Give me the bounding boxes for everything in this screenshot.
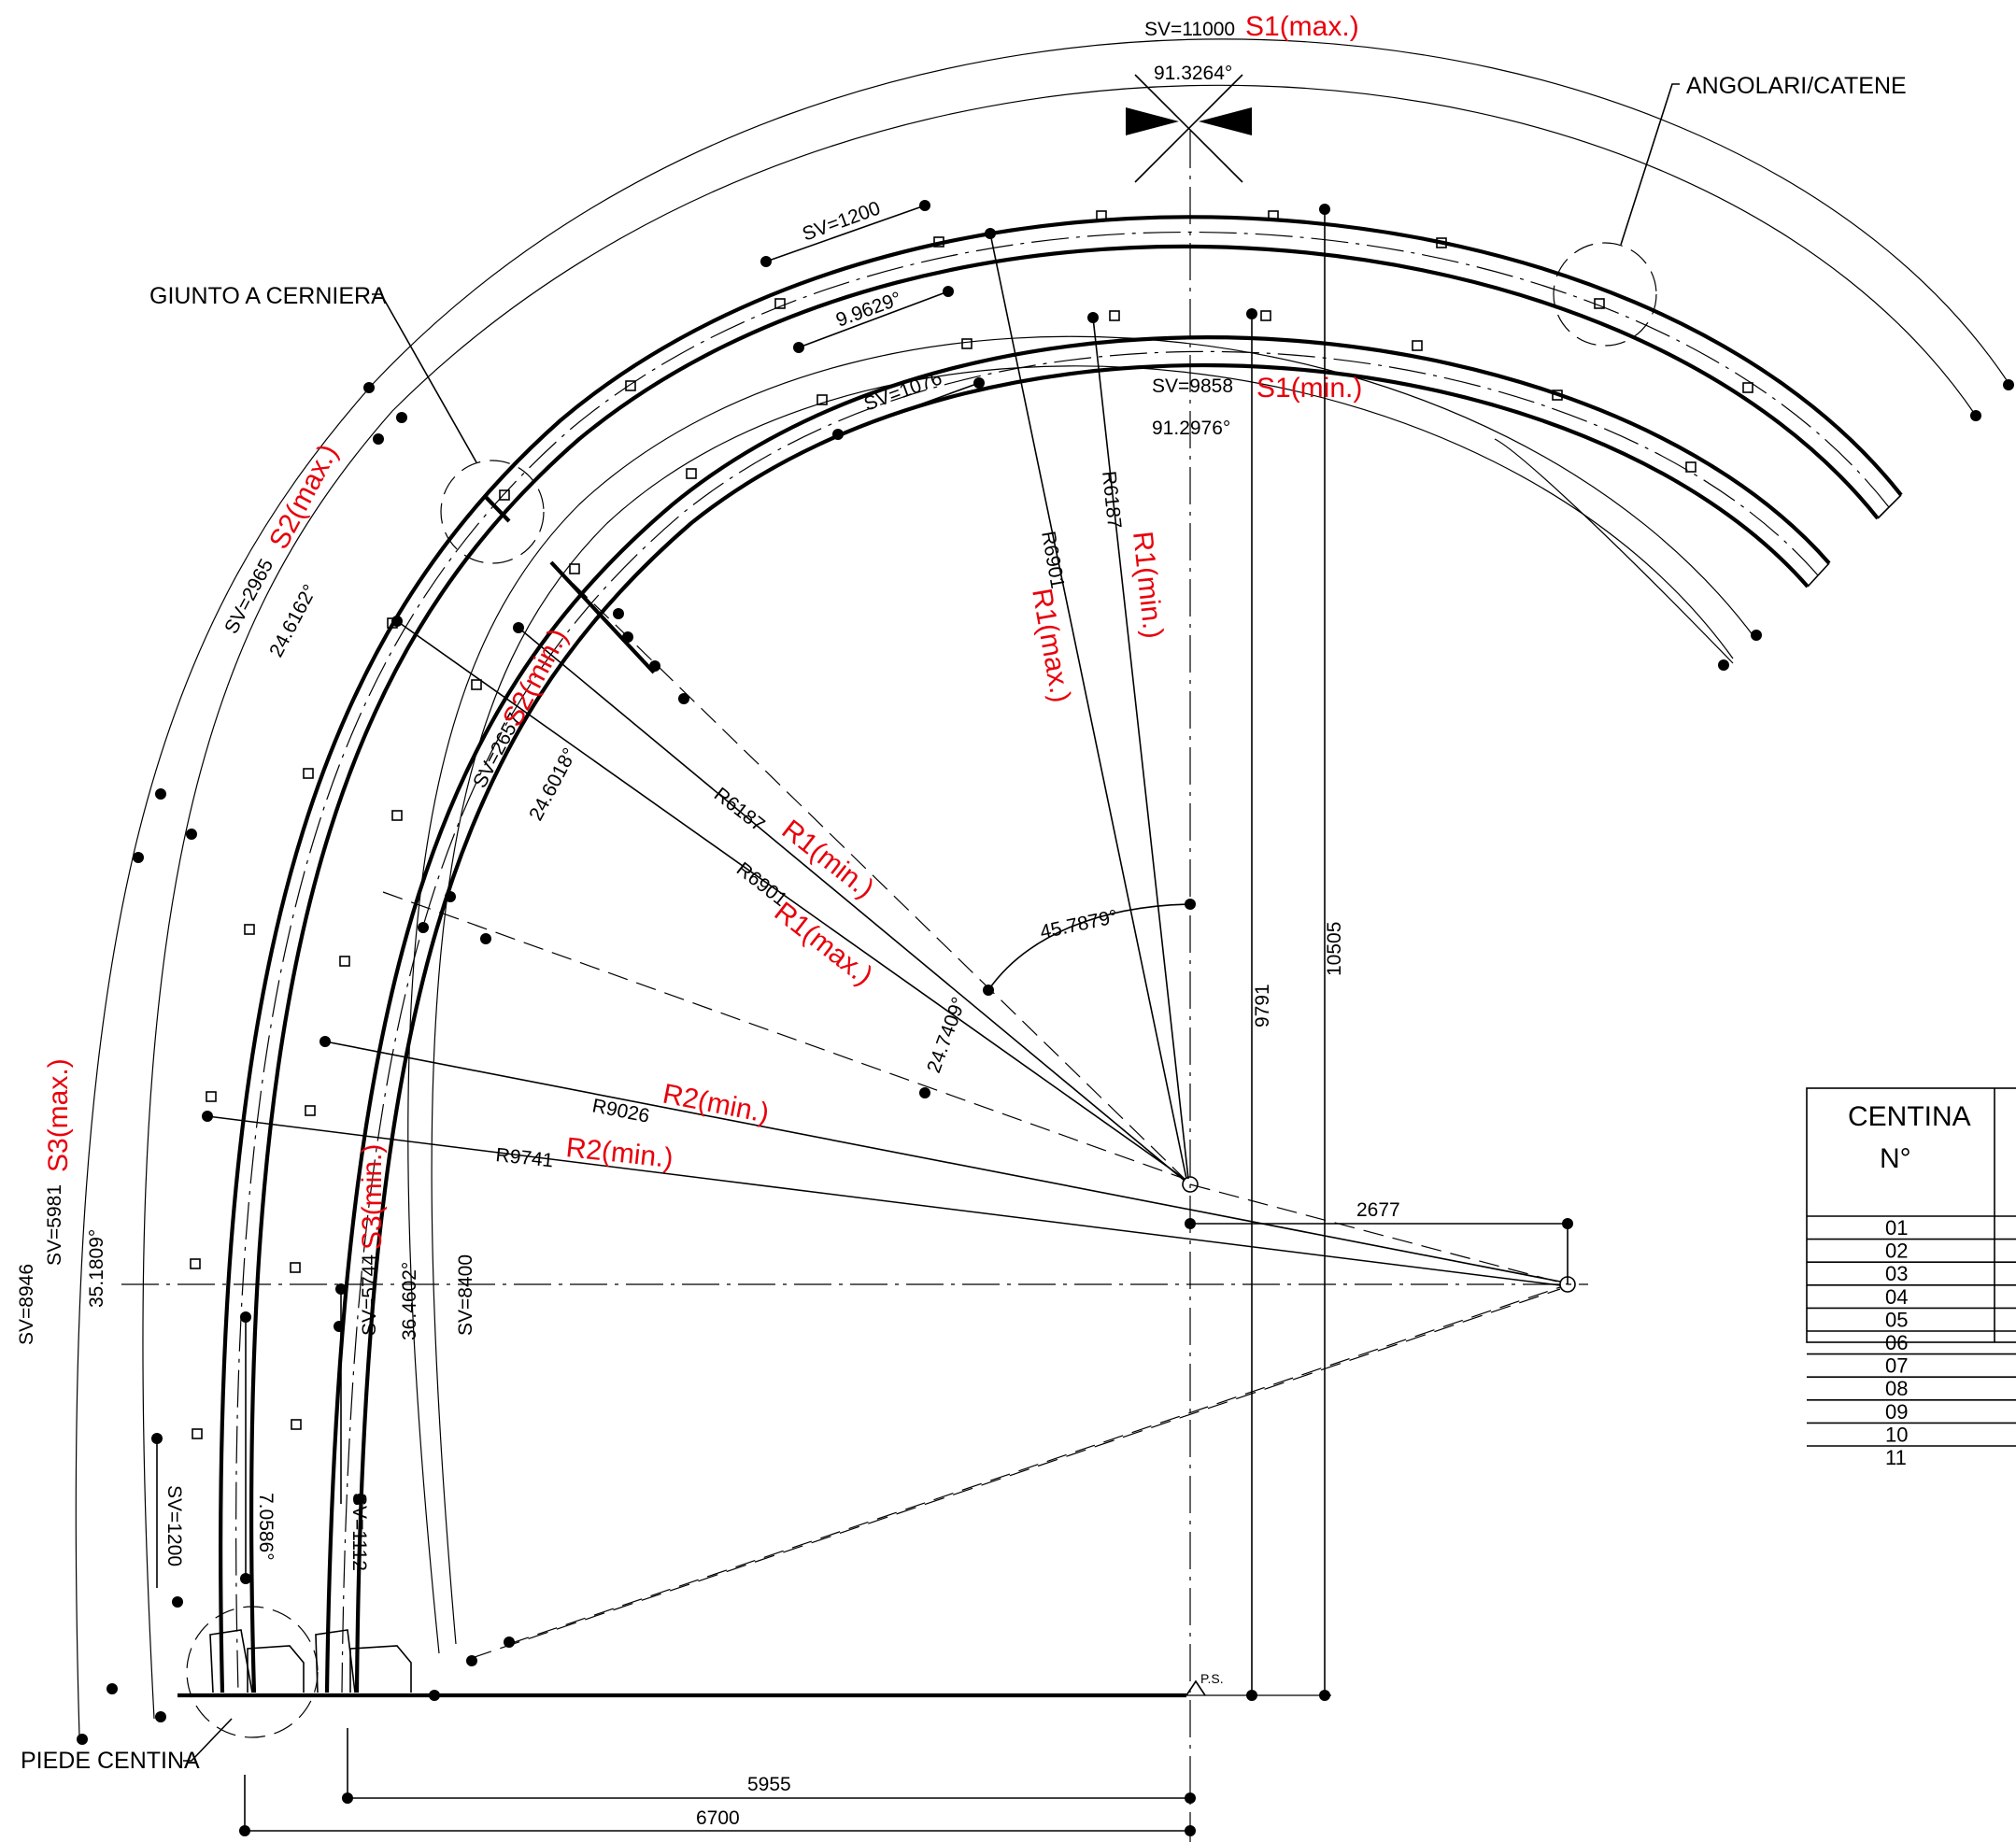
s1-min-angle: 91.2976° — [1152, 418, 1230, 439]
table-row-number: 04 — [1885, 1285, 1908, 1309]
s3-min-sv-inner: SV=8400 — [455, 1254, 476, 1336]
table-header-n: N° — [1880, 1143, 1911, 1174]
radius-lines — [206, 233, 1569, 1659]
callout-giunto: GIUNTO A CERNIERA — [149, 283, 387, 309]
dimension-lines — [156, 205, 1569, 1832]
radius-r1-min-diagonal: R1(min.) — [776, 815, 880, 905]
table-row-number: 09 — [1885, 1400, 1908, 1424]
radius-r9741: R9741 — [494, 1144, 554, 1171]
center-r1 — [1182, 1176, 1199, 1193]
s3-max-angle: 35.1809° — [86, 1229, 107, 1308]
radius-r9026: R9026 — [590, 1095, 651, 1126]
table-row-number: 07 — [1885, 1354, 1908, 1378]
dimension-points — [77, 200, 2014, 1836]
s2-max-tag: S2(max.) — [263, 439, 344, 554]
s1-max-angle: 91.3264° — [1154, 63, 1232, 84]
table-row-number: 10 — [1885, 1423, 1908, 1446]
s2-max-angle: 24.6162° — [265, 581, 321, 660]
s3-min-angle: 36.4602° — [399, 1262, 420, 1340]
table-row-number: 02 — [1885, 1240, 1908, 1263]
angle-center-side: 24.7409° — [923, 995, 970, 1076]
callout-piede: PIEDE CENTINA — [21, 1748, 200, 1774]
radius-r1-min-vertical: R1(min.) — [1127, 530, 1169, 640]
radius-r2-min-b: R2(min.) — [564, 1132, 674, 1174]
s3-min-sv: SV=5744 — [359, 1254, 380, 1336]
radius-r6187-vertical: R6187 — [1098, 470, 1125, 530]
angle-center-top: 45.7879° — [1038, 906, 1119, 943]
segment-foot-angle: 7.0586° — [255, 1493, 277, 1561]
radius-r6187-diagonal: R6187 — [710, 784, 769, 836]
labels: ANGOLARI/CATENE GIUNTO A CERNIERA PIEDE … — [16, 11, 1907, 1829]
detail-circles — [186, 242, 1657, 1738]
s1-max-sv: SV=11000 — [1144, 19, 1235, 40]
symmetry-marker — [1126, 74, 1252, 183]
radius-r1-max-diagonal: R1(max.) — [769, 897, 879, 992]
s3-min-tag: S3(min.) — [357, 1144, 388, 1250]
segment-foot-inner: SV=1112 — [348, 1493, 370, 1571]
arch-frames — [219, 215, 1903, 1693]
dimension-2677: 2677 — [1356, 1199, 1400, 1221]
dimension-10505: 10505 — [1324, 922, 1345, 976]
dimension-6700: 6700 — [696, 1807, 740, 1829]
dimension-arcs — [75, 38, 2009, 1738]
ps-marker-label: P.S. — [1200, 1671, 1224, 1686]
table-row-number: 11 — [1885, 1446, 1907, 1469]
s2-max-sv: SV=2965 — [220, 556, 277, 638]
dimension-5955: 5955 — [747, 1774, 791, 1795]
radius-r6901-vertical: R6901 — [1037, 530, 1068, 590]
segment-top-outer: SV=1200 — [800, 197, 884, 245]
s3-max-sv-outer: SV=8946 — [16, 1264, 37, 1345]
s2-min-angle: 24.6018° — [525, 744, 581, 824]
radius-r2-min-a: R2(min.) — [660, 1078, 772, 1128]
hinge-detail-circle — [440, 460, 545, 564]
frame-connectors — [190, 210, 1753, 1439]
s1-min-tag: S1(min.) — [1256, 373, 1362, 404]
dimension-9791: 9791 — [1252, 984, 1273, 1027]
table-row-number: 03 — [1885, 1262, 1908, 1285]
table-row-number: 01 — [1885, 1216, 1908, 1240]
table-row-number: 08 — [1885, 1377, 1908, 1400]
table-row-number: 05 — [1885, 1308, 1908, 1331]
foot-details — [209, 1629, 412, 1693]
axes — [121, 131, 1588, 1842]
segment-foot-outer: SV=1200 — [163, 1485, 185, 1566]
s1-max-tag: S1(max.) — [1245, 11, 1359, 42]
table-header-centina: CENTINA — [1848, 1101, 1971, 1132]
radius-r1-max-vertical: R1(max.) — [1026, 586, 1076, 704]
s3-max-tag: S3(max.) — [43, 1058, 74, 1172]
angolari-detail-circle — [1553, 242, 1657, 347]
table-row-number: 06 — [1885, 1331, 1908, 1354]
segment-top-inner: SV=1076 — [861, 367, 945, 415]
callout-angolari: ANGOLARI/CATENE — [1686, 73, 1907, 99]
s1-min-sv: SV=9858 — [1152, 375, 1233, 397]
s3-max-sv: SV=5981 — [44, 1184, 65, 1266]
s2-min-tag: S2(min.) — [497, 624, 574, 732]
callout-leaders — [183, 83, 1680, 1762]
segment-top-angle: 9.9629° — [833, 288, 904, 331]
